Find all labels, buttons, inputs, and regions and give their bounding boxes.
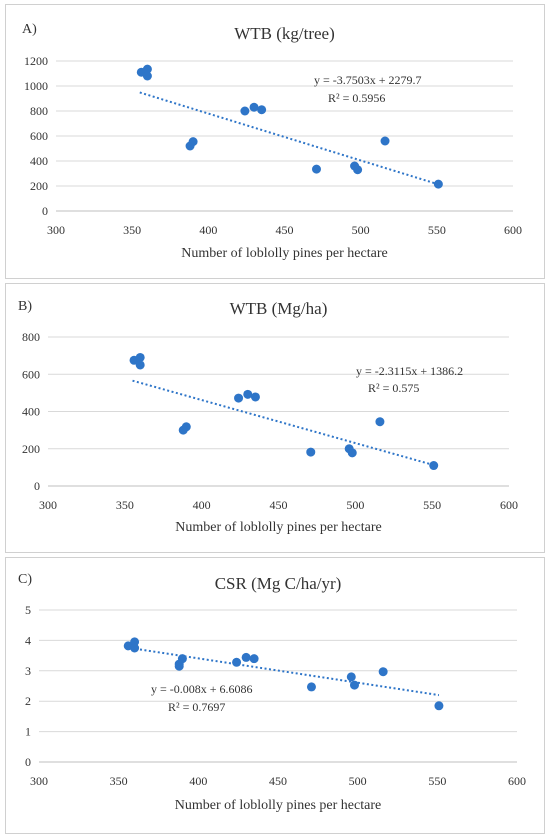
data-point	[135, 360, 145, 370]
trend-equation: y = -0.008x + 6.6086	[151, 682, 253, 696]
y-tick-label: 5	[25, 603, 31, 617]
y-tick-label: 1	[25, 725, 31, 739]
x-tick-label: 450	[276, 223, 294, 237]
y-tick-label: 800	[30, 104, 48, 118]
x-tick-label: 350	[123, 223, 141, 237]
data-point	[306, 447, 316, 457]
x-axis-label: Number of loblolly pines per hectare	[175, 798, 381, 813]
x-tick-label: 550	[428, 223, 446, 237]
y-tick-label: 3	[25, 664, 31, 678]
data-point	[433, 179, 443, 189]
data-point	[306, 682, 316, 692]
chart-panel-c: C) CSR (Mg C/ha/yr) 0 1 2 3 4 5 300 350 400 450 500 5…	[5, 557, 545, 834]
panel-label: B)	[18, 299, 32, 314]
chart-title: CSR (Mg C/ha/yr)	[215, 574, 342, 593]
x-tick-label: 550	[428, 774, 446, 788]
y-tick-label: 600	[30, 129, 48, 143]
x-tick-label: 400	[193, 498, 211, 512]
y-tick-label: 0	[42, 204, 48, 218]
y-tick-label: 0	[25, 755, 31, 769]
x-tick-label: 600	[500, 498, 518, 512]
x-tick-label: 400	[199, 223, 217, 237]
data-point	[240, 106, 250, 116]
trendline	[126, 646, 440, 697]
chart-a-svg: A) WTB (kg/tree) 0 200 400 600 800 1000 1200 300 3…	[22, 22, 522, 261]
trend-equation: y = -3.7503x + 2279.7	[314, 73, 422, 87]
data-point	[130, 643, 140, 653]
data-point	[257, 105, 267, 115]
data-point	[142, 71, 152, 81]
data-point	[353, 165, 363, 175]
data-point	[241, 652, 251, 662]
data-point	[174, 659, 184, 669]
chart-title: WTB (kg/tree)	[234, 24, 335, 43]
chart-title: WTB (Mg/ha)	[230, 299, 328, 318]
trend-r-squared: R² = 0.575	[368, 381, 419, 395]
data-point	[349, 680, 359, 690]
x-tick-label: 350	[116, 498, 134, 512]
data-point	[375, 417, 385, 427]
trend-r-squared: R² = 0.5956	[328, 91, 385, 105]
data-point	[249, 654, 259, 664]
data-point	[181, 422, 191, 432]
trendline	[139, 91, 439, 186]
data-point	[234, 393, 244, 403]
y-tick-label: 800	[22, 330, 40, 344]
x-tick-label: 400	[189, 774, 207, 788]
y-tick-label: 400	[22, 405, 40, 419]
chart-panel-b: B) WTB (Mg/ha) 0 200 400 600 800 300 350 400 450 50…	[5, 283, 545, 553]
x-tick-label: 300	[30, 774, 48, 788]
x-tick-label: 500	[349, 774, 367, 788]
y-tick-label: 1000	[24, 79, 48, 93]
x-tick-label: 500	[346, 498, 364, 512]
x-tick-label: 600	[504, 223, 522, 237]
x-tick-label: 350	[110, 774, 128, 788]
chart-panel-a: A) WTB (kg/tree) 0 200 400 600 800 1000 1200 300 3…	[5, 4, 545, 279]
data-point	[347, 448, 357, 458]
data-point	[142, 64, 152, 74]
panel-label: C)	[18, 572, 32, 587]
chart-c-svg: C) CSR (Mg C/ha/yr) 0 1 2 3 4 5 300 350 400 450 500 5…	[18, 572, 526, 813]
data-point	[429, 461, 439, 471]
x-tick-label: 450	[269, 774, 287, 788]
x-tick-label: 550	[423, 498, 441, 512]
panel-label: A)	[22, 22, 37, 37]
y-tick-label: 200	[22, 442, 40, 456]
data-point	[380, 136, 390, 146]
x-tick-label: 300	[47, 223, 65, 237]
y-tick-label: 400	[30, 154, 48, 168]
trend-r-squared: R² = 0.7697	[168, 700, 225, 714]
y-tick-label: 600	[22, 367, 40, 381]
x-axis-label: Number of loblolly pines per hectare	[175, 520, 381, 535]
data-point	[250, 392, 260, 402]
chart-b-svg: B) WTB (Mg/ha) 0 200 400 600 800 300 350 400 450 50…	[18, 299, 518, 535]
data-point	[378, 667, 388, 677]
data-point	[346, 672, 356, 682]
y-tick-label: 2	[25, 694, 31, 708]
data-point	[188, 137, 198, 147]
data-point	[232, 657, 242, 667]
data-point	[311, 164, 321, 174]
y-tick-label: 0	[34, 479, 40, 493]
data-point	[135, 352, 145, 362]
data-point	[243, 389, 253, 399]
x-tick-label: 500	[352, 223, 370, 237]
y-tick-label: 4	[25, 633, 31, 647]
x-tick-label: 600	[508, 774, 526, 788]
x-tick-label: 450	[270, 498, 288, 512]
x-tick-label: 300	[39, 498, 57, 512]
y-tick-label: 200	[30, 179, 48, 193]
trend-equation: y = -2.3115x + 1386.2	[356, 364, 463, 378]
data-point	[434, 701, 444, 711]
data-point	[249, 102, 259, 112]
y-tick-label: 1200	[24, 54, 48, 68]
x-axis-label: Number of loblolly pines per hectare	[181, 246, 387, 261]
